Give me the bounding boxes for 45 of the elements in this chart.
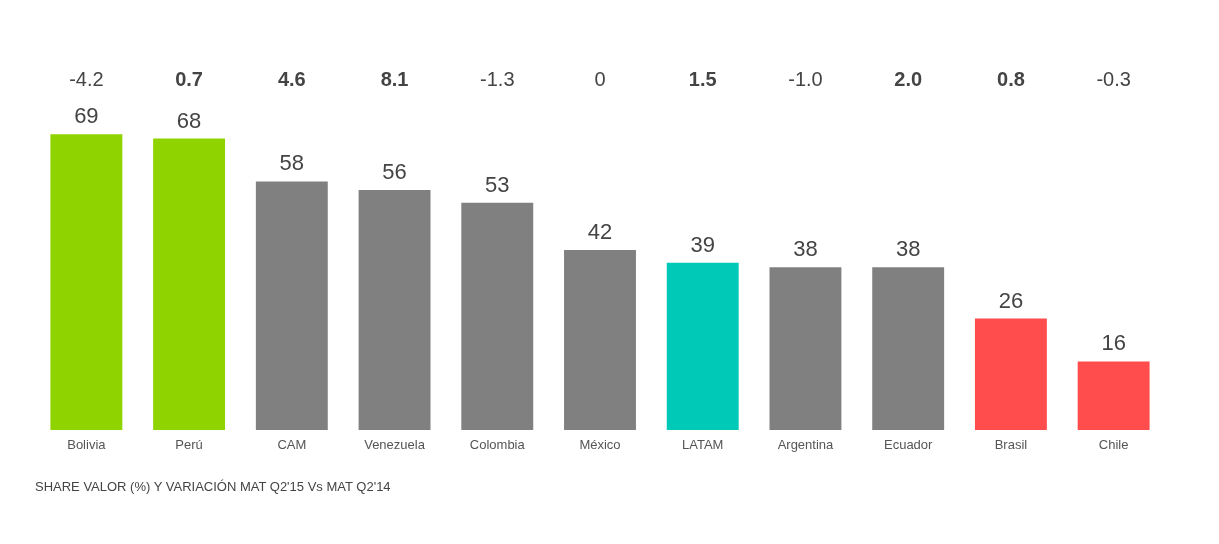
text: -0.3	[1096, 68, 1131, 90]
x-tick-label: México	[579, 436, 621, 452]
data-label: 16	[1101, 330, 1126, 356]
data-label: 68	[176, 107, 202, 133]
data-label: 38	[793, 236, 818, 262]
data-label: 39	[690, 231, 715, 257]
x-tick-label: Venezuela	[364, 436, 426, 452]
text: 0.7	[175, 68, 203, 90]
text: SHARE VALOR (%) Y VARIACIÓN MAT Q2'15 Vs MAT Q2'14	[35, 479, 391, 494]
text: -1.3	[480, 68, 515, 90]
bar	[666, 262, 739, 430]
text: 1.5	[688, 68, 717, 90]
x-tick-label: Bolivia	[67, 436, 107, 452]
text: -4.2	[69, 68, 104, 90]
data-label: 69	[74, 103, 99, 129]
bar	[50, 134, 123, 430]
bar	[153, 138, 226, 430]
x-tick-label: Ecuador	[883, 436, 934, 452]
bar	[872, 267, 945, 430]
text: 0	[594, 68, 606, 90]
bar	[461, 202, 534, 430]
x-tick-label: Perú	[175, 436, 203, 452]
bar	[1077, 361, 1150, 430]
text: 0.8	[997, 68, 1025, 90]
bar	[974, 318, 1047, 430]
bar	[564, 250, 636, 430]
bar	[358, 190, 431, 430]
data-label: 26	[998, 287, 1024, 313]
data-label: 53	[485, 171, 510, 197]
x-tick-label: LATAM	[682, 436, 724, 452]
x-tick-label: CAM	[277, 436, 307, 452]
text: 2.0	[894, 68, 923, 90]
x-tick-label: Chile	[1098, 436, 1129, 452]
bar	[769, 267, 842, 430]
text: -1.0	[788, 68, 823, 90]
data-label: 58	[279, 150, 305, 176]
bar	[255, 181, 328, 430]
data-label: 56	[382, 159, 407, 184]
text: 4.6	[277, 68, 306, 90]
x-tick-label: Colombia	[469, 436, 526, 452]
data-label: 38	[895, 236, 921, 262]
x-tick-label: Argentina	[777, 436, 835, 452]
text: 8.1	[380, 68, 409, 90]
data-label: 42	[587, 219, 613, 244]
x-tick-label: Brasil	[994, 436, 1028, 452]
